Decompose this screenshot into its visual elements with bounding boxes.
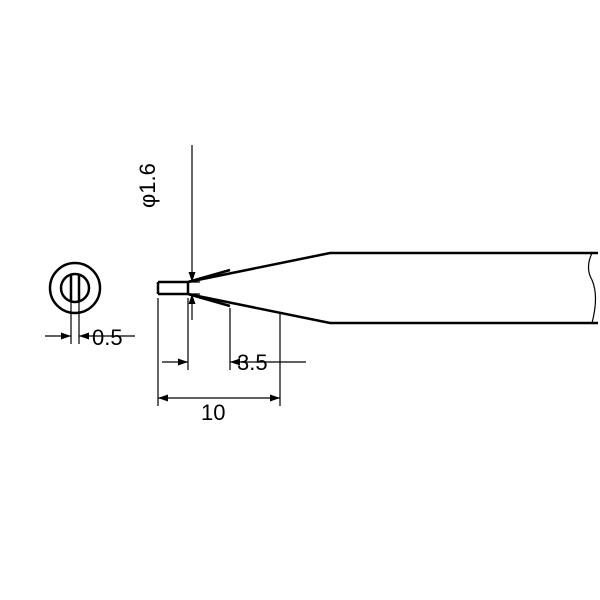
dim-10-label: 10 [201,400,225,425]
dim-3-5-label: 3.5 [237,350,268,375]
dim-0-5-label: 0.5 [92,325,123,350]
dim-diameter-label: φ1.6 [135,163,160,208]
